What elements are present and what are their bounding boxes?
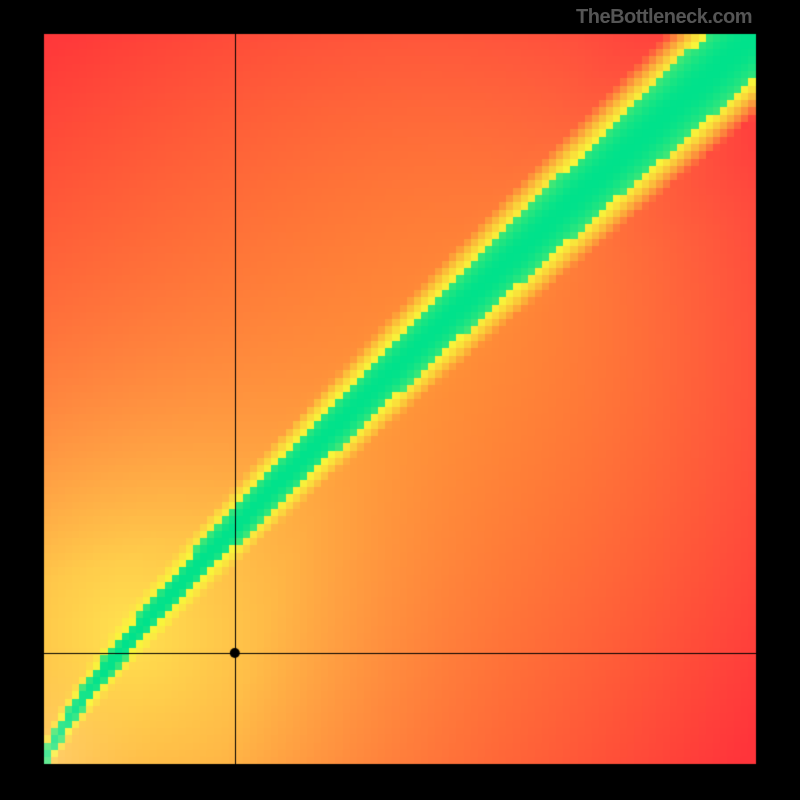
bottleneck-heatmap: [0, 0, 800, 800]
watermark-text: TheBottleneck.com: [576, 6, 752, 29]
